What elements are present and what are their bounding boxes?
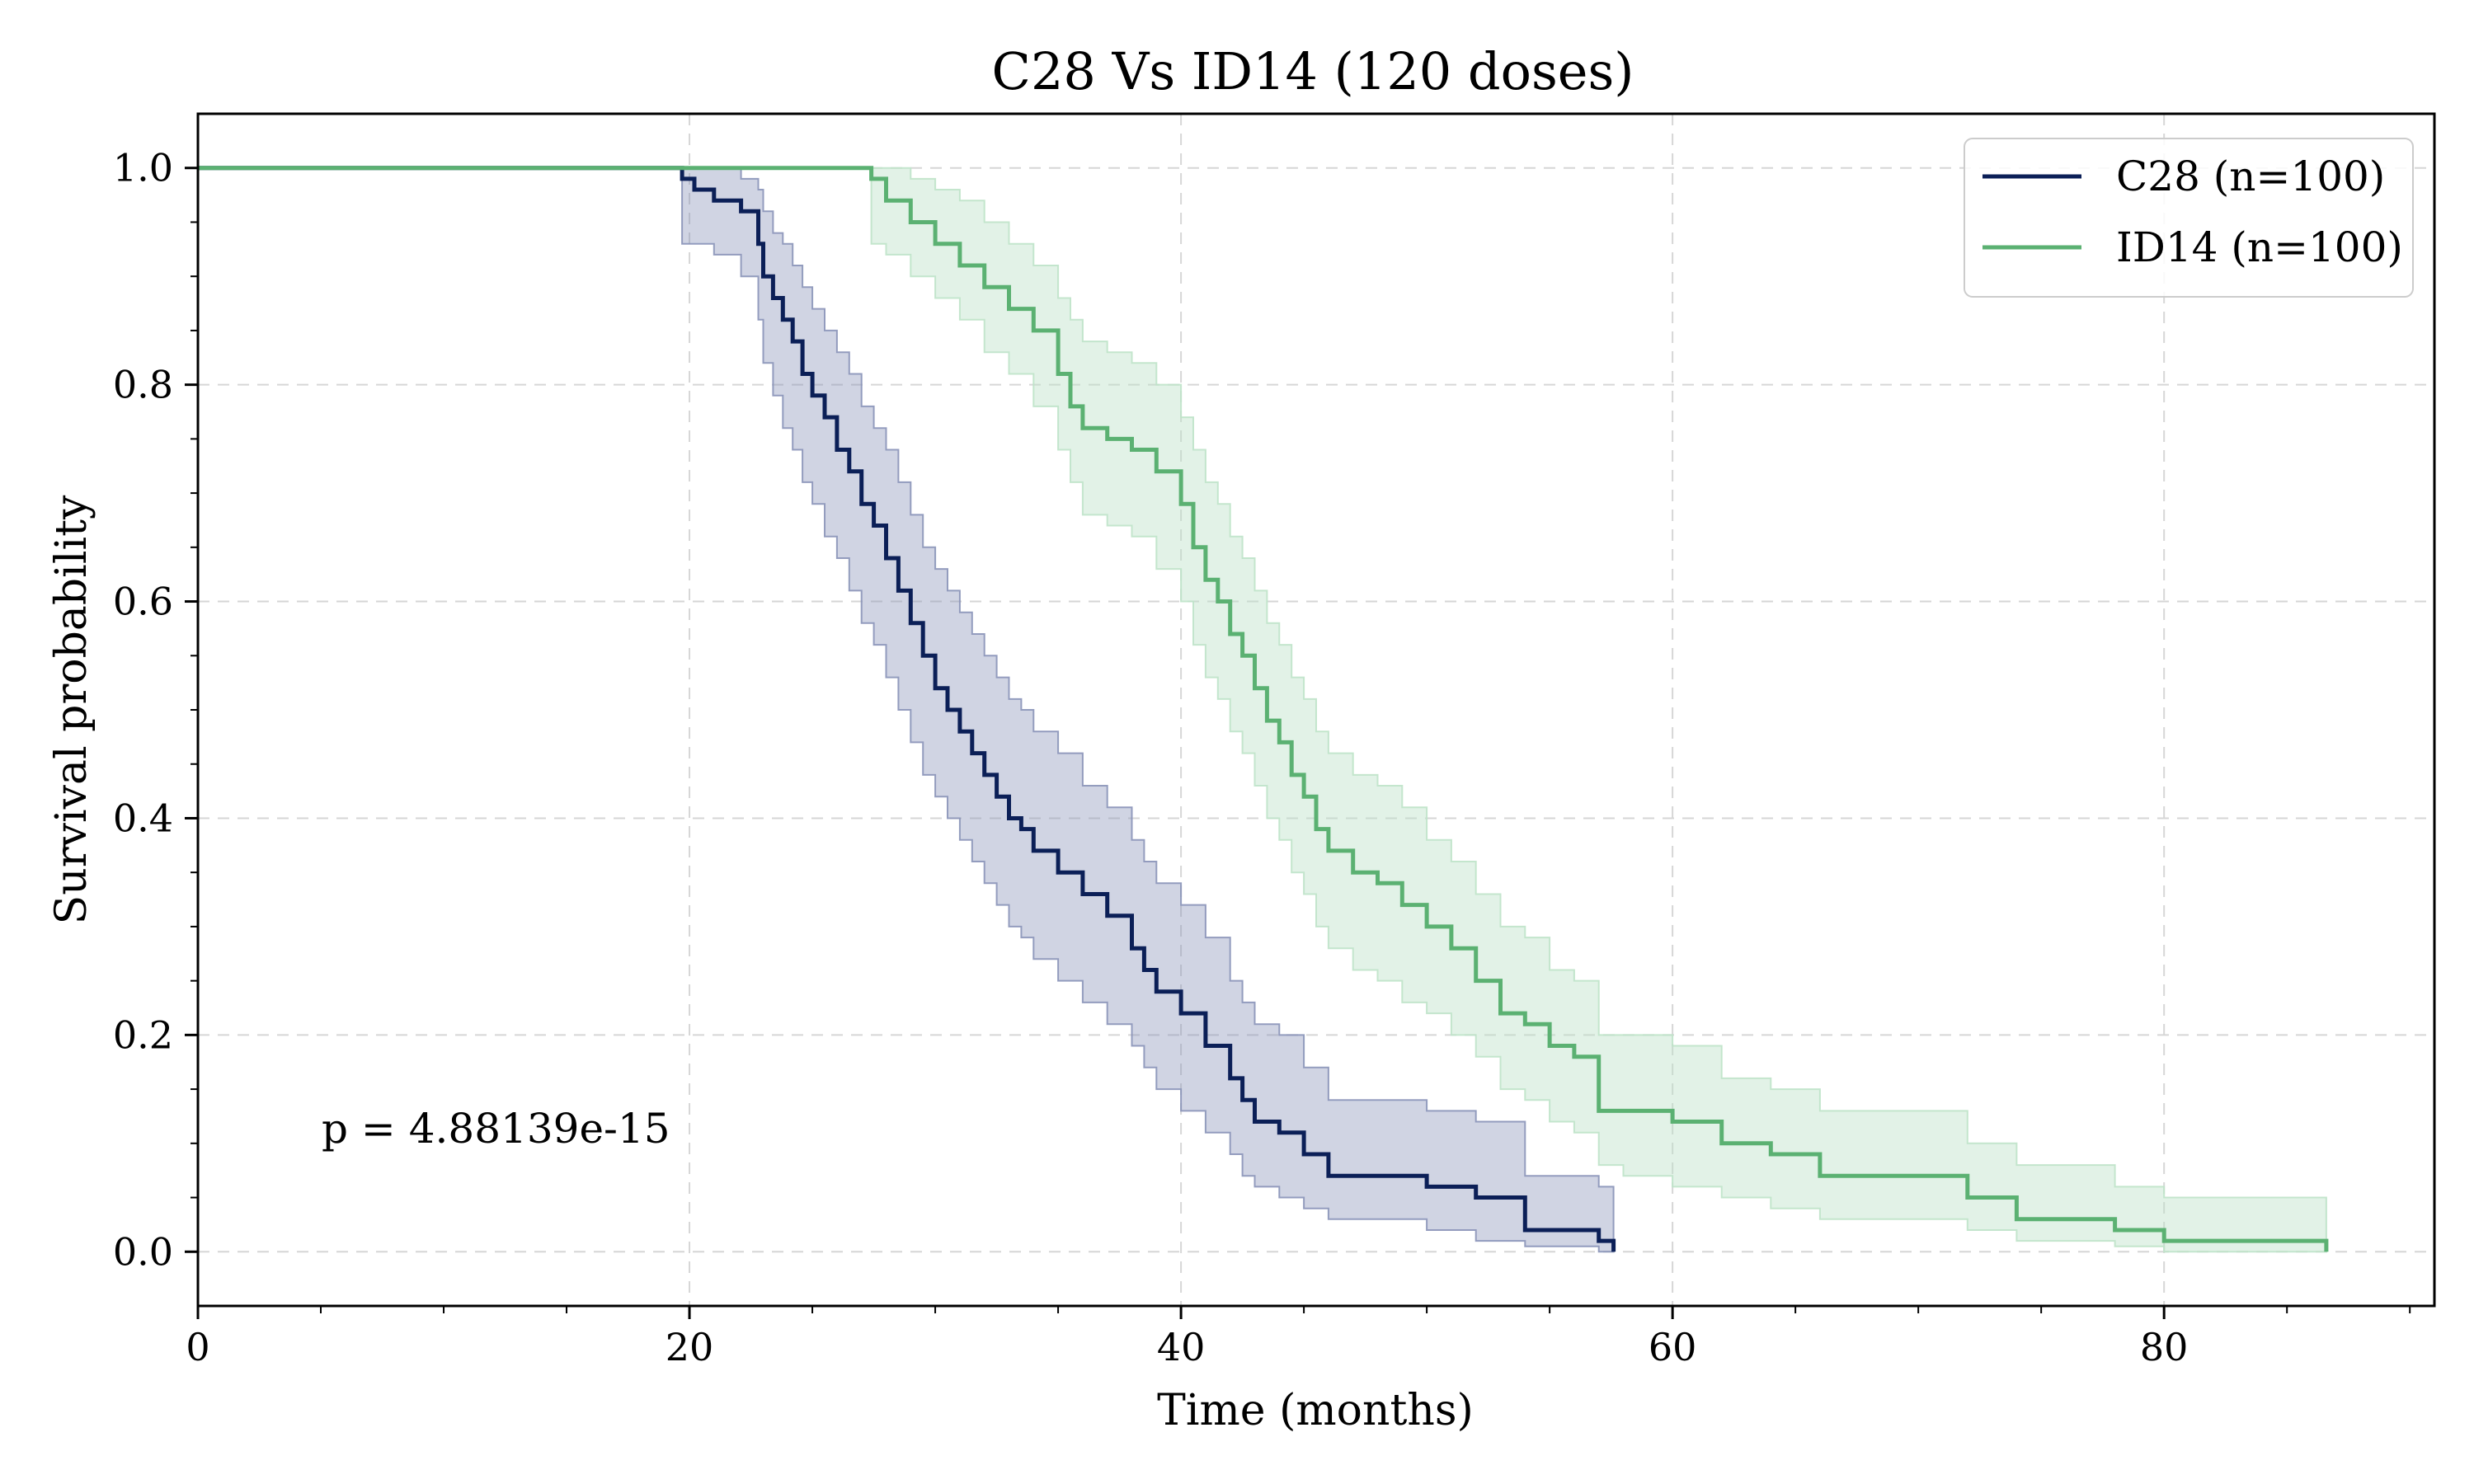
y-axis-label: Survival probability (47, 495, 96, 924)
x-tick-label-4: 80 (2140, 1325, 2189, 1369)
y-tick-label-1: 0.2 (113, 1012, 173, 1057)
legend-label-id14: ID14 (n=100) (2116, 223, 2403, 271)
y-tick-label-3: 0.6 (113, 580, 173, 624)
y-tick-label-4: 0.8 (113, 363, 173, 407)
x-tick-label-1: 20 (666, 1325, 714, 1369)
x-axis-label: Time (months) (1157, 1386, 1474, 1435)
chart-title: C28 Vs ID14 (120 doses) (992, 41, 1634, 101)
x-tick-label-0: 0 (186, 1325, 209, 1369)
axis-ticks: 0 20 40 60 80 0.0 0.2 0.4 0.6 0.8 1.0 (113, 146, 2411, 1369)
survival-curves (198, 166, 2329, 1252)
y-tick-label-2: 0.4 (113, 796, 173, 840)
legend: C28 (n=100) ID14 (n=100) (1964, 138, 2414, 298)
y-tick-label-5: 1.0 (113, 146, 173, 190)
legend-label-c28: C28 (n=100) (2116, 153, 2385, 200)
p-value-annotation: p = 4.88139e-15 (322, 1105, 670, 1153)
survival-curve-1 (198, 166, 2329, 1252)
ci-band-0 (198, 167, 1615, 1253)
survival-curve-0 (198, 166, 1616, 1252)
x-tick-label-2: 40 (1157, 1325, 1206, 1369)
x-tick-label-3: 60 (1649, 1325, 1697, 1369)
confidence-bands (198, 167, 2327, 1253)
ci-band-1 (198, 167, 2327, 1253)
y-tick-label-0: 0.0 (113, 1229, 173, 1274)
